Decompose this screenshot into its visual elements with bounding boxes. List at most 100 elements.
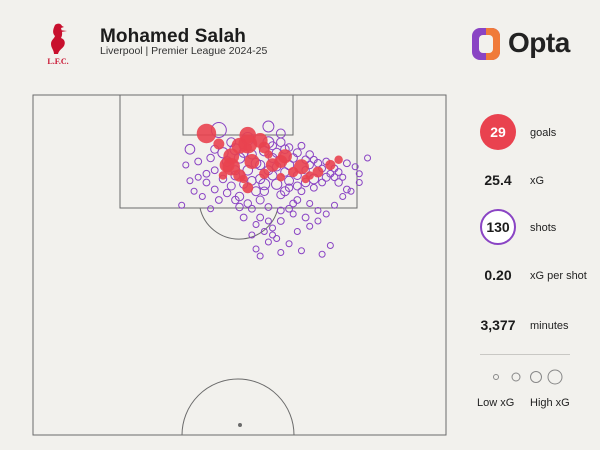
legend-circle-medium [511, 372, 521, 382]
shot-marker [347, 187, 355, 195]
shot-marker [231, 195, 240, 205]
shot-marker [308, 173, 320, 185]
shot-marker [250, 157, 262, 169]
shot-marker [321, 172, 331, 182]
shot-marker [264, 238, 272, 246]
shot-marker [342, 159, 351, 168]
shot-marker [306, 222, 314, 230]
shot-marker [285, 204, 293, 213]
shot-marker [273, 235, 281, 242]
shot-marker [297, 141, 306, 150]
shot-marker [262, 120, 275, 133]
shot-marker [260, 228, 268, 235]
shots-stat: 130 shots [470, 209, 590, 245]
shot-marker [221, 156, 233, 167]
goals-stat: 29 goals [470, 114, 590, 150]
penalty-arc [199, 207, 279, 240]
shot-marker [364, 154, 372, 162]
shot-marker [300, 177, 311, 188]
shot-marker [178, 201, 186, 209]
shot-marker [305, 150, 314, 159]
shot-marker [269, 224, 277, 232]
shot-marker [292, 148, 302, 158]
shot-marker [238, 147, 249, 158]
shot-marker [318, 250, 326, 258]
legend-circle-xlarge [547, 369, 563, 385]
goal-marker [264, 150, 273, 159]
goal-marker [239, 126, 257, 144]
shot-marker [234, 191, 245, 202]
shot-marker [252, 221, 260, 228]
shot-marker [305, 160, 314, 170]
goal-marker [223, 148, 240, 165]
shot-marker [267, 170, 278, 181]
shot-marker [182, 161, 190, 169]
shot-marker [355, 170, 363, 178]
shot-marker [292, 181, 302, 191]
goal-marker [293, 159, 309, 175]
crest-text: L.F.C. [47, 57, 68, 66]
shot-marker [262, 136, 275, 149]
goal-marker [277, 149, 292, 164]
goal-marker [219, 157, 235, 173]
shot-marker [239, 213, 248, 222]
shot-marker [284, 175, 295, 186]
shot-marker [218, 174, 228, 184]
goal-marker [252, 133, 268, 148]
goal-marker [222, 158, 240, 176]
shot-marker [339, 173, 347, 181]
shot-marker [330, 173, 339, 182]
goal-marker [196, 123, 217, 144]
shot-marker [226, 137, 237, 148]
shot-marker [214, 196, 223, 204]
shot-marker [259, 186, 270, 196]
shot-marker [243, 199, 252, 208]
xg-size-legend [493, 369, 563, 385]
shots-label: shots [530, 222, 557, 234]
shot-marker [269, 231, 277, 239]
shot-marker [276, 217, 285, 225]
goal-marker [218, 171, 228, 180]
goal-marker [312, 166, 324, 178]
goal-marker [259, 168, 270, 179]
shot-marker [342, 185, 351, 194]
goal-marker [213, 138, 225, 150]
goal-marker [258, 141, 271, 154]
shot-marker [194, 173, 202, 181]
shot-marker [267, 153, 278, 163]
legend-low-xg: Low xG [477, 397, 515, 409]
goal-marker [265, 158, 280, 172]
shot-marker [184, 143, 196, 155]
legend-divider [480, 354, 570, 355]
minutes-stat: 3,377 minutes [470, 313, 590, 349]
legend-circle-small [493, 374, 499, 380]
shot-marker [202, 169, 211, 178]
shot-marker [198, 193, 206, 200]
shot-marker [284, 143, 294, 152]
shot-marker [289, 199, 298, 208]
player-subtitle: Liverpool | Premier League 2024-25 [100, 45, 268, 57]
shot-marker [258, 145, 270, 157]
shot-marker [222, 188, 232, 198]
goal-marker [276, 173, 286, 182]
shot-marker [309, 183, 318, 192]
goal-marker [325, 159, 336, 171]
xg-per-shot-value: 0.20 [484, 267, 512, 283]
shot-marker [226, 181, 236, 191]
shot-marker [210, 166, 219, 175]
legend-circle-large [530, 371, 542, 383]
shot-marker [263, 165, 274, 176]
shot-marker [230, 165, 241, 176]
shot-marker [285, 240, 293, 248]
shot-marker [264, 217, 272, 225]
six-yard-box [182, 94, 294, 136]
shot-marker [309, 155, 318, 164]
shot-marker [246, 149, 257, 160]
shot-marker [280, 144, 290, 154]
shot-marker [194, 157, 203, 166]
shot-marker [339, 193, 347, 200]
shot-marker [210, 122, 227, 138]
shot-marker [276, 190, 286, 200]
xg-per-shot-stat: 0.20 xG per shot [470, 263, 590, 299]
shot-marker [210, 185, 219, 194]
